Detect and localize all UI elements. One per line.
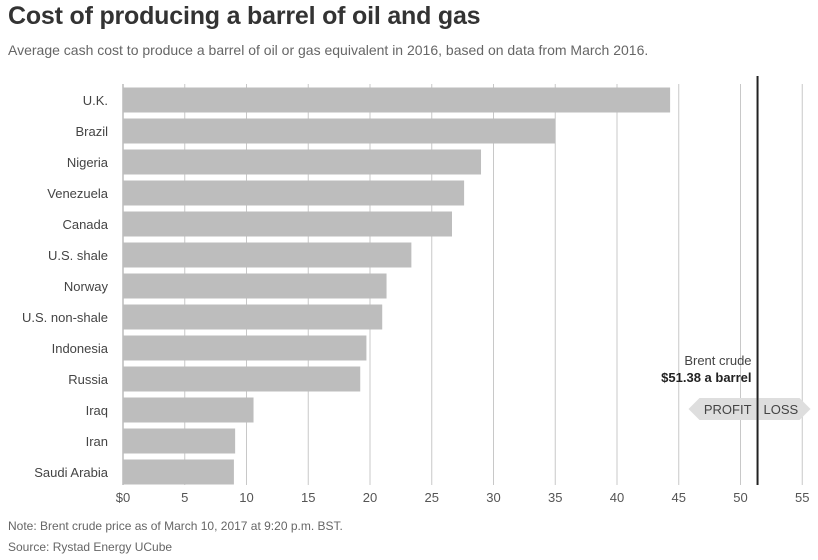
category-label: U.S. non-shale	[22, 310, 108, 325]
category-label: Norway	[64, 279, 109, 294]
bar-nigeria	[123, 149, 482, 175]
category-label: Russia	[68, 372, 109, 387]
bar-iran	[123, 428, 236, 454]
category-label: Saudi Arabia	[34, 465, 108, 480]
x-tick-label: 50	[733, 490, 747, 505]
bar-saudi-arabia	[123, 459, 234, 485]
bar-venezuela	[123, 180, 465, 206]
bar-brazil	[123, 118, 556, 144]
bar-iraq	[123, 397, 254, 423]
x-tick-label: 15	[301, 490, 315, 505]
chart-note: Note: Brent crude price as of March 10, …	[8, 519, 343, 533]
bar-chart: $0 5 10 15 20 25 30 35 40 45 50 55 U.K. Brazil Nigeria…	[22, 76, 811, 505]
x-tick-label: 35	[548, 490, 562, 505]
x-tick-label: 10	[239, 490, 253, 505]
chart-source: Source: Rystad Energy UCube	[8, 540, 173, 554]
category-label: U.K.	[83, 93, 108, 108]
x-tick-label: 40	[610, 490, 624, 505]
bar-u-k-	[123, 87, 671, 113]
bar-u-s-non-shale	[123, 304, 383, 330]
category-label: Venezuela	[47, 186, 108, 201]
loss-label: LOSS	[764, 402, 799, 417]
x-tick-label: 55	[795, 490, 809, 505]
loss-arrow	[758, 398, 811, 420]
reference-label: Brent crude	[684, 353, 751, 368]
category-label: Iran	[86, 434, 108, 449]
x-tick-label: 45	[672, 490, 686, 505]
reference-value-label: $51.38 a barrel	[661, 370, 751, 385]
bar-canada	[123, 211, 453, 237]
category-label: Nigeria	[67, 155, 109, 170]
bar-russia	[123, 366, 361, 392]
category-label: Canada	[62, 217, 108, 232]
chart-subtitle: Average cash cost to produce a barrel of…	[8, 42, 649, 58]
x-tick-label: 25	[425, 490, 439, 505]
category-label: U.S. shale	[48, 248, 108, 263]
profit-label: PROFIT	[704, 402, 752, 417]
x-tick-label: 30	[486, 490, 500, 505]
chart-title: Cost of producing a barrel of oil and ga…	[8, 2, 481, 30]
bar-norway	[123, 273, 387, 299]
category-label: Brazil	[75, 124, 108, 139]
bar-indonesia	[123, 335, 367, 361]
x-tick-label: $0	[116, 490, 130, 505]
x-tick-label: 20	[363, 490, 377, 505]
profit-arrow	[688, 398, 757, 420]
category-label: Iraq	[86, 403, 108, 418]
bar-u-s-shale	[123, 242, 412, 268]
x-tick-label: 5	[181, 490, 188, 505]
category-label: Indonesia	[52, 341, 109, 356]
